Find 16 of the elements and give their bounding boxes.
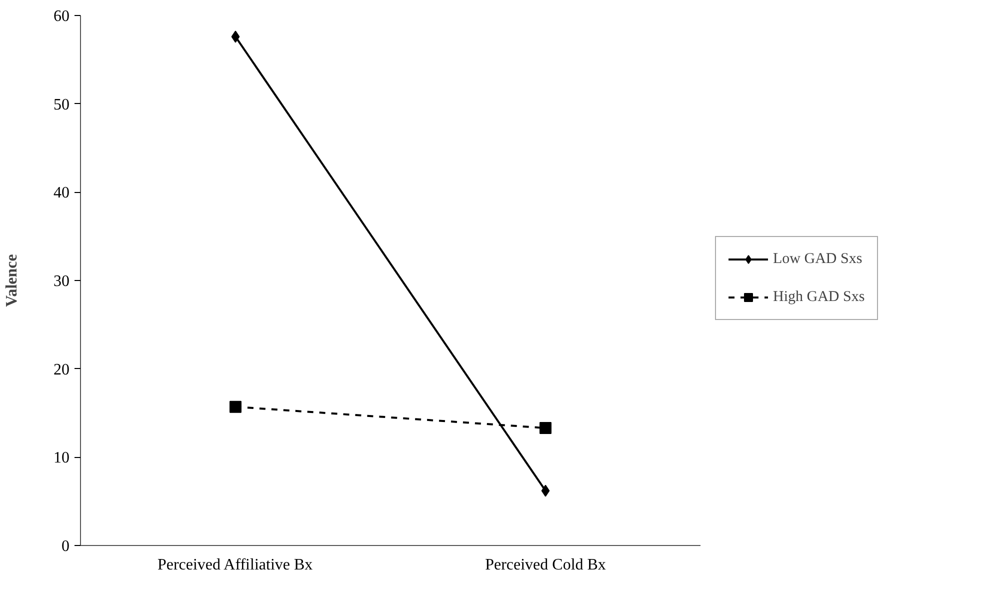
legend-label: High GAD Sxs	[773, 288, 865, 306]
y-axis-title: Valence	[4, 254, 20, 307]
x-tick-label: Perceived Cold Bx	[485, 556, 606, 574]
y-tick-label: 50	[54, 96, 70, 114]
legend-label: Low GAD Sxs	[773, 250, 862, 268]
y-tick-label: 0	[62, 538, 70, 555]
point	[540, 422, 552, 434]
y-tick-label: 40	[54, 184, 70, 202]
point	[231, 30, 240, 43]
point	[230, 400, 242, 413]
y-tick-label: 30	[54, 273, 70, 290]
point	[541, 484, 550, 497]
y-tick-label: 60	[54, 8, 70, 25]
y-tick-label: 20	[54, 361, 70, 378]
y-tick-label: 10	[54, 450, 70, 467]
x-tick-label: Perceived Affiliative Bx	[157, 556, 313, 574]
